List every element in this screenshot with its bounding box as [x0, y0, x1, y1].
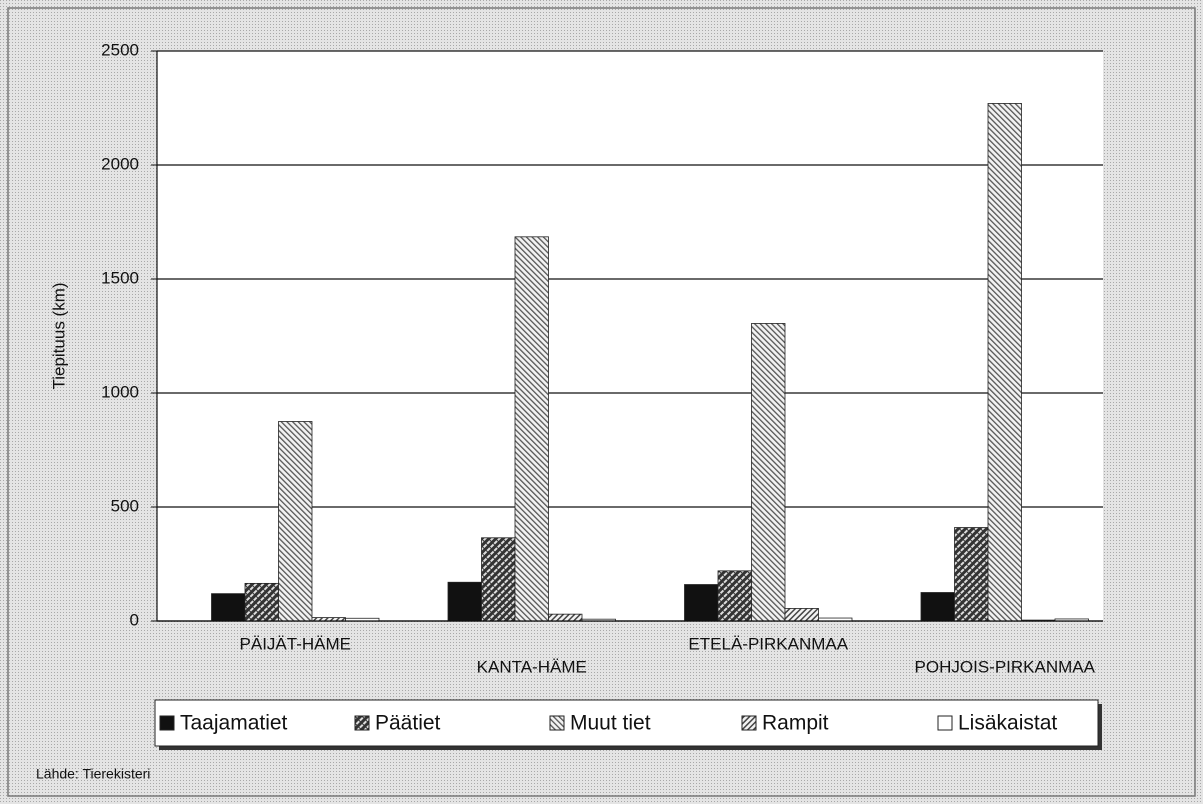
- y-tick-label: 0: [130, 610, 139, 629]
- y-axis-label: Tiepituus (km): [49, 282, 68, 389]
- bar: [278, 421, 313, 622]
- legend-swatch: [937, 715, 953, 731]
- legend-swatch: [354, 715, 370, 731]
- x-tick-label: POHJOIS-PIRKANMAA: [915, 657, 1096, 676]
- y-tick-label: 1500: [101, 268, 139, 287]
- bar: [987, 103, 1022, 622]
- legend-swatch: [549, 715, 565, 731]
- y-tick-label: 1000: [101, 382, 139, 401]
- bar: [920, 592, 955, 622]
- bar: [211, 593, 246, 622]
- bar: [954, 527, 989, 622]
- frame: [7, 7, 1196, 797]
- plot-area: [157, 51, 1103, 621]
- legend-label: Muut tiet: [570, 712, 651, 735]
- bar: [717, 570, 752, 622]
- bar: [784, 608, 819, 622]
- x-tick-label: KANTA-HÄME: [477, 657, 587, 676]
- bar: [751, 323, 786, 622]
- legend-label: Rampit: [762, 712, 829, 735]
- legend-swatch: [741, 715, 757, 731]
- bar: [548, 613, 583, 622]
- bar: [447, 581, 482, 622]
- legend-swatch: [159, 715, 175, 731]
- y-tick-label: 500: [111, 496, 139, 515]
- legend-label: Lisäkaistat: [958, 712, 1057, 735]
- legend-label: Taajamatiet: [180, 712, 288, 735]
- source: Lähde: Tierekisteri: [36, 766, 150, 782]
- x-tick-label: ETELÄ-PIRKANMAA: [688, 634, 848, 653]
- bar: [244, 582, 279, 622]
- legend-label: Päätiet: [375, 712, 441, 735]
- y-tick-label: 2500: [101, 40, 139, 59]
- x-tick-label: PÄIJÄT-HÄME: [240, 634, 351, 653]
- y-tick-label: 2000: [101, 154, 139, 173]
- bar: [684, 584, 719, 622]
- bar: [514, 236, 549, 622]
- bar: [481, 537, 516, 622]
